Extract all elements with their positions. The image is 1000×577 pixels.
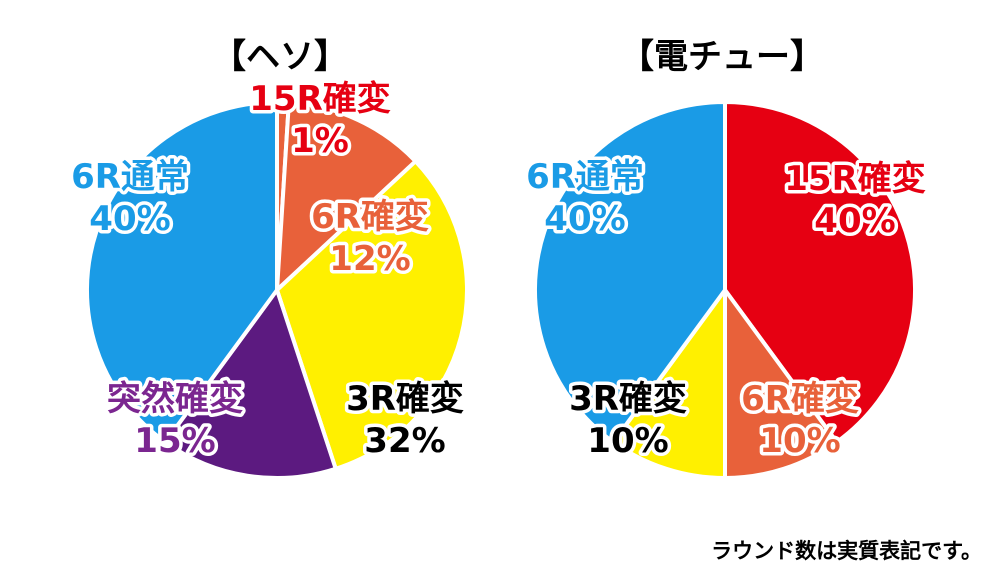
slice-value-label: 12% bbox=[329, 239, 410, 279]
slice-name-label: 6R通常 bbox=[71, 157, 189, 197]
heso-chart-title: 【ヘソ】 bbox=[212, 37, 348, 77]
slice-name-label: 6R確変 bbox=[311, 197, 429, 237]
slice-name-label: 15R確変 bbox=[249, 79, 391, 119]
pie-slice bbox=[723, 100, 918, 445]
slice-value-label: 40% bbox=[89, 199, 170, 239]
footnote: ラウンド数は実質表記です。 bbox=[711, 539, 982, 563]
slice-value-label: 40% bbox=[814, 201, 895, 241]
slice-value-label: 1% bbox=[291, 121, 349, 161]
pie-slice bbox=[163, 288, 338, 480]
slice-name-label: 突然確変 bbox=[107, 379, 243, 419]
pie-slice bbox=[532, 100, 727, 445]
pie-slice bbox=[611, 288, 727, 480]
slice-name-label: 15R確変 bbox=[784, 159, 926, 199]
slice-value-label: 10% bbox=[759, 421, 840, 461]
slice-name-label: 3R確変 bbox=[346, 379, 464, 419]
slice-value-label: 32% bbox=[364, 421, 445, 461]
pie-slice bbox=[275, 159, 469, 471]
slice-value-label: 40% bbox=[544, 199, 625, 239]
slice-name-label: 6R通常 bbox=[526, 157, 644, 197]
pie-slice bbox=[723, 288, 839, 480]
slice-value-label: 15% bbox=[134, 421, 215, 461]
slice-name-label: 3R確変 bbox=[569, 379, 687, 419]
heso-pie bbox=[84, 100, 469, 480]
pie-slice bbox=[275, 100, 418, 292]
denchu-chart-title: 【電チュー】 bbox=[620, 37, 824, 77]
pie-slice bbox=[84, 100, 279, 445]
denchu-pie bbox=[532, 100, 918, 480]
slice-value-label: 10% bbox=[587, 421, 668, 461]
slice-name-label: 6R確変 bbox=[741, 379, 859, 419]
